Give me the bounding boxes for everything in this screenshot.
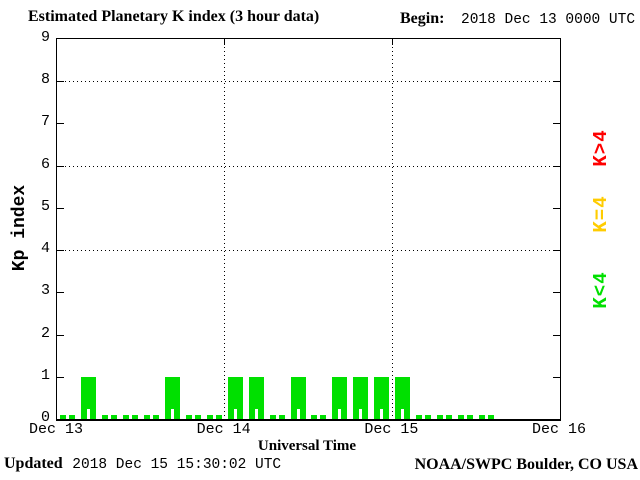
credit-text: NOAA/SWPC Boulder, CO USA: [414, 456, 638, 473]
y-axis-tick-right: [553, 292, 560, 294]
y-tick-label: 3: [40, 282, 50, 300]
bar-tick-notch: [149, 415, 153, 419]
bar-tick-notch: [338, 409, 342, 419]
kp-bar: [374, 377, 390, 419]
bar-tick-notch: [380, 409, 384, 419]
bar-tick-notch: [296, 409, 300, 419]
updated-timestamp: Updated 2018 Dec 15 15:30:02 UTC: [4, 455, 281, 473]
y-tick-label: 4: [40, 240, 50, 258]
y-tick-label: 8: [40, 71, 50, 89]
updated-label: Updated: [4, 455, 63, 472]
y-axis-tick-left: [57, 207, 64, 209]
bar-tick-notch: [191, 415, 195, 419]
kp-bar: [353, 377, 369, 419]
bar-tick-notch: [443, 415, 447, 419]
kp-bar: [479, 415, 495, 419]
legend-item-0: K>4: [590, 129, 612, 167]
bar-tick-notch: [212, 415, 216, 419]
x-tick-label: Dec 16: [531, 421, 586, 438]
x-axis-top-tick: [391, 39, 393, 45]
y-tick-label: 2: [40, 324, 50, 342]
y-axis-tick-left: [57, 334, 64, 336]
bar-tick-notch: [170, 409, 174, 419]
kp-bar: [164, 377, 180, 419]
kp-bar: [59, 415, 75, 419]
kp-bar: [395, 377, 411, 419]
y-tick-label: 1: [40, 366, 50, 384]
y-axis-tick-right: [553, 123, 560, 125]
y-axis-tick-left: [57, 123, 64, 125]
kp-bar: [80, 377, 96, 419]
x-tick-label: Dec 13: [28, 421, 83, 438]
bar-tick-notch: [86, 409, 90, 419]
y-tick-label: 5: [40, 197, 50, 215]
kp-bar: [437, 415, 453, 419]
y-axis-tick-right: [553, 376, 560, 378]
kp-bar: [227, 377, 243, 419]
kp-bar: [206, 415, 222, 419]
legend-item-2: K<4: [590, 271, 612, 309]
kp-bar: [332, 377, 348, 419]
chart-title: Estimated Planetary K index (3 hour data…: [28, 8, 320, 25]
bar-tick-notch: [401, 409, 405, 419]
y-tick-label: 0: [40, 409, 50, 426]
y-axis-tick-right: [553, 250, 560, 252]
plot-area: [56, 38, 561, 421]
kp-bar: [311, 415, 327, 419]
bar-tick-notch: [107, 415, 111, 419]
x-tick-label: Dec 15: [364, 421, 419, 438]
y-axis-tick-right: [553, 81, 560, 83]
y-tick-label: 6: [40, 155, 50, 173]
y-axis-tick-right: [553, 334, 560, 336]
y-axis-tick-left: [57, 292, 64, 294]
y-tick-label: 7: [40, 113, 50, 131]
kp-bar: [269, 415, 285, 419]
x-tick-label: Dec 14: [196, 421, 251, 438]
begin-value: 2018 Dec 13 0000 UTC: [461, 12, 636, 28]
bar-tick-notch: [422, 415, 426, 419]
y-axis-tick-right: [553, 207, 560, 209]
y-axis-tick-left: [57, 81, 64, 83]
kp-bar: [458, 415, 474, 419]
kp-bar: [416, 415, 432, 419]
bar-tick-notch: [233, 409, 237, 419]
bar-tick-notch: [464, 415, 468, 419]
y-axis-tick-left: [57, 250, 64, 252]
legend-item-1: K=4: [590, 195, 612, 233]
bar-tick-notch: [65, 415, 69, 419]
kp-bar: [185, 415, 201, 419]
gridline-horizontal: [57, 165, 560, 167]
kp-bar: [101, 415, 117, 419]
bar-tick-notch: [359, 409, 363, 419]
y-axis-tick-left: [57, 376, 64, 378]
gridline-horizontal: [57, 81, 560, 83]
y-axis-tick-left: [57, 165, 64, 167]
bar-tick-notch: [128, 415, 132, 419]
gridline-vertical: [224, 39, 226, 419]
bar-tick-notch: [485, 415, 489, 419]
begin-label: Begin:: [400, 10, 445, 27]
x-axis-title: Universal Time: [257, 438, 357, 454]
bar-tick-notch: [317, 415, 321, 419]
kp-bar: [122, 415, 138, 419]
gridline-horizontal: [57, 250, 560, 252]
updated-value: 2018 Dec 15 15:30:02 UTC: [72, 457, 282, 473]
kp-bar: [248, 377, 264, 419]
y-axis-tick-right: [553, 165, 560, 167]
gridline-vertical: [391, 39, 393, 419]
x-axis-top-tick: [224, 39, 226, 45]
bar-tick-notch: [275, 415, 279, 419]
kp-bar: [143, 415, 159, 419]
bar-tick-notch: [254, 409, 258, 419]
kp-bar: [290, 377, 306, 419]
y-tick-label: 9: [40, 29, 50, 46]
